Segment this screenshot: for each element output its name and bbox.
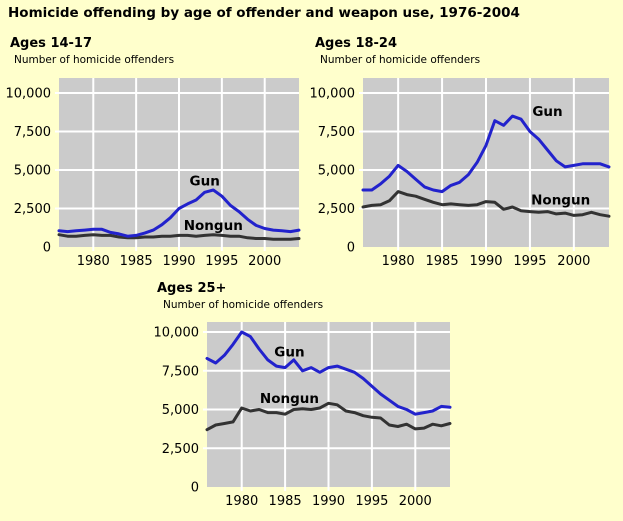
y-tick-label: 0 xyxy=(191,481,199,496)
x-tick-label: 1995 xyxy=(205,254,238,269)
y-tick-label: 0 xyxy=(43,241,51,256)
series-label-nongun: Nongun xyxy=(531,193,590,209)
y-tick-label: 2,500 xyxy=(14,202,51,217)
x-tick-label: 1995 xyxy=(355,494,388,509)
y-tick-label: 10,000 xyxy=(154,326,200,341)
y-tick-label: 0 xyxy=(347,241,355,256)
x-tick-label: 1990 xyxy=(312,494,345,509)
series-label-gun: Gun xyxy=(274,345,304,361)
x-tick-label: 2000 xyxy=(557,254,590,269)
nongun-line xyxy=(361,190,611,218)
x-tick-label: 1980 xyxy=(225,494,258,509)
y-tick-label: 5,000 xyxy=(318,164,355,179)
x-tick-label: 1990 xyxy=(469,254,502,269)
y-tick-label: 10,000 xyxy=(6,87,52,102)
x-tick-label: 1990 xyxy=(162,254,195,269)
y-tick-label: 7,500 xyxy=(162,364,199,379)
x-tick-label: 2000 xyxy=(399,494,432,509)
series-label-gun: Gun xyxy=(532,104,562,120)
x-tick-label: 1980 xyxy=(382,254,415,269)
panel-title-ages-25plus: Ages 25+ xyxy=(157,281,227,296)
panel-axis-caption-ages-25plus: Number of homicide offenders xyxy=(163,299,324,311)
line-chart-ages-25plus: Gun Nongun 0 2,500 5,000 7,500 10,000 1980 1985 1… xyxy=(154,322,452,509)
x-tick-label: 1985 xyxy=(426,254,459,269)
y-tick-label: 10,000 xyxy=(310,87,356,102)
panel-title-ages-18-24: Ages 18-24 xyxy=(315,36,398,51)
y-tick-label: 7,500 xyxy=(318,125,355,140)
line-chart-ages-18-24: Gun Nongun 0 2,500 5,000 7,500 10,000 1980 1985 1… xyxy=(310,78,611,269)
x-tick-label: 1980 xyxy=(77,254,110,269)
gun-line xyxy=(57,188,301,238)
x-tick-label: 1985 xyxy=(120,254,153,269)
nongun-line xyxy=(205,401,452,432)
line-chart-ages-14-17: Gun Nongun 0 2,500 5,000 7,500 10,000 1980 1985 1… xyxy=(6,78,301,269)
panel-axis-caption-ages-14-17: Number of homicide offenders xyxy=(14,54,175,66)
series-label-gun: Gun xyxy=(190,173,220,189)
gun-line xyxy=(361,114,611,194)
y-tick-label: 7,500 xyxy=(14,125,51,140)
nongun-line xyxy=(57,233,301,241)
y-tick-label: 5,000 xyxy=(14,164,51,179)
x-tick-label: 2000 xyxy=(248,254,281,269)
y-tick-label: 2,500 xyxy=(162,442,199,457)
page-title: Homicide offending by age of offender an… xyxy=(8,5,520,21)
panel-title-ages-14-17: Ages 14-17 xyxy=(10,36,93,51)
series-label-nongun: Nongun xyxy=(184,218,243,234)
series-label-nongun: Nongun xyxy=(260,391,319,407)
x-tick-label: 1995 xyxy=(513,254,546,269)
x-tick-label: 1985 xyxy=(269,494,302,509)
gun-line xyxy=(205,330,452,416)
y-tick-label: 5,000 xyxy=(162,403,199,418)
panel-axis-caption-ages-18-24: Number of homicide offenders xyxy=(320,54,481,66)
y-tick-label: 2,500 xyxy=(318,202,355,217)
